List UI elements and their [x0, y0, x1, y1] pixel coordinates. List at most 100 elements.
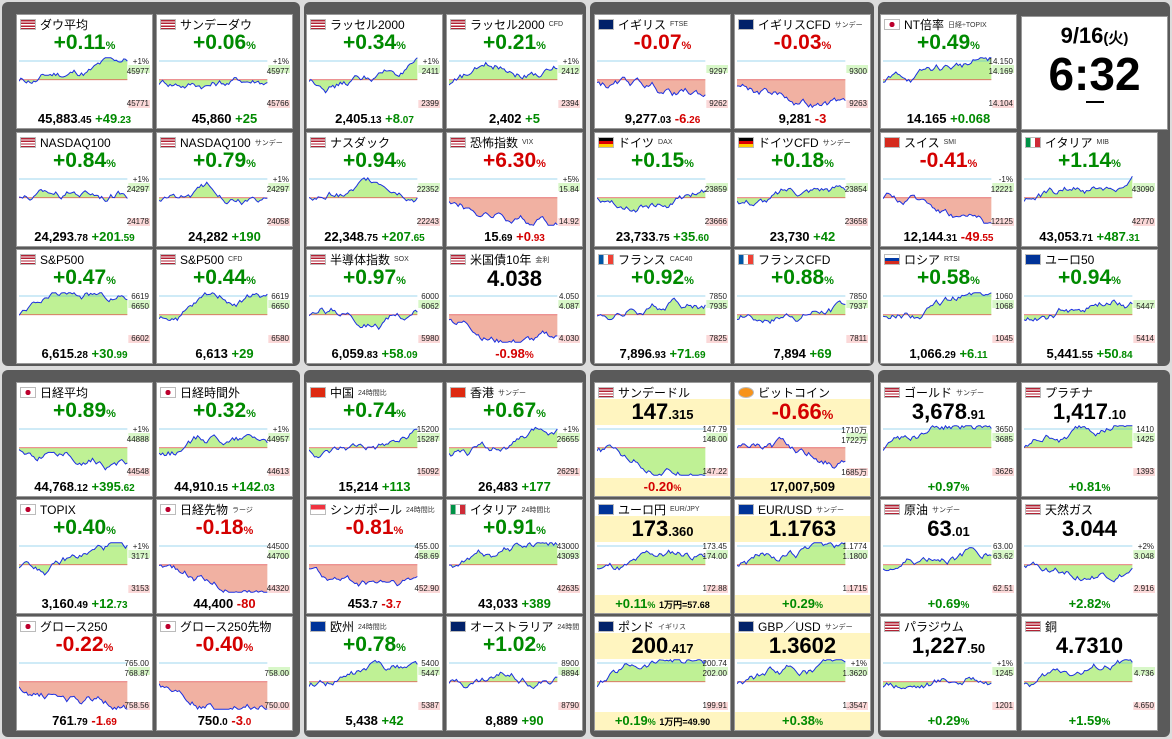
- market-card-china[interactable]: 中国 24時間比 15287 15200 15092 +0.74% 15,214 +113: [306, 382, 443, 497]
- market-name: 天然ガス: [1045, 503, 1094, 517]
- price-decimal: .71: [1079, 233, 1093, 244]
- y-low-label: 199.91: [702, 701, 727, 710]
- sparkline-chart: [19, 290, 150, 345]
- price-line: [597, 444, 706, 477]
- change-value: -0.20: [643, 479, 674, 494]
- y-mark-label: +1%: [996, 659, 1013, 668]
- market-card-nikkei-fut[interactable]: 日経先物 ラージ 44700 44500 44320 -0.18% 44,400 -80: [156, 499, 293, 614]
- market-card-sp500-cfd[interactable]: S&P500 CFD 6650 6619 6580 +0.44% 6,613 +29: [156, 249, 293, 364]
- market-card-dax-cfd[interactable]: ドイツCFD サンデー 23854 23658 +0.18% 23,730 +42: [734, 132, 871, 247]
- sparkline-chart: [449, 423, 580, 478]
- market-card-nikkei[interactable]: 日経平均 44888 +1% 44548 +0.89% 44,768.12 +395.62: [16, 382, 153, 497]
- price-main: 23,730: [769, 229, 810, 244]
- flag-icon: [450, 387, 466, 398]
- market-card-russell-cfd[interactable]: ラッセル2000 CFD 2412 +1% 2394 +0.21% 2,402 +5: [446, 14, 583, 129]
- market-card-gold[interactable]: ゴールド サンデー 3685 3650 3626 3,678.91 +0.97%: [880, 382, 1017, 497]
- percent-change: +0.91%: [447, 517, 582, 542]
- y-hi-box: [418, 667, 440, 675]
- market-card-dow-sun[interactable]: サンデーダウ 45977 +1% 45766 +0.06% 45,860 +25: [156, 14, 293, 129]
- price-decimal: .13: [367, 115, 382, 126]
- market-card-crude[interactable]: 原油 サンデー 63.62 63.00 62.51 63.01 +0.69%: [880, 499, 1017, 614]
- market-card-gbpjpy[interactable]: ポンド イギリス 202.00 200.74 199.91 200.417 +0.19% 1…: [594, 616, 731, 731]
- area-fill: [449, 672, 558, 689]
- market-card-mib[interactable]: イタリア MIB 43090 42770 +1.14% 43,053.71 +487.31: [1021, 132, 1158, 247]
- market-card-russell[interactable]: ラッセル2000 2411 +1% 2399 +0.34% 2,405.13 +8.07: [306, 14, 443, 129]
- flag-icon: [310, 254, 326, 265]
- y-low-label: 6580: [271, 334, 289, 343]
- market-card-ftse-cfd[interactable]: イギリスCFD サンデー 9300 9263 -0.03% 9,281 -3: [734, 14, 871, 129]
- market-name: NASDAQ100: [40, 135, 111, 150]
- market-card-cac-cfd[interactable]: フランスCFD 7937 7850 7811 +0.88% 7,894 +69: [734, 249, 871, 364]
- market-card-sp500[interactable]: S&P500 6650 6619 6602 +0.47% 6,615.28 +30.99: [16, 249, 153, 364]
- sparkline-chart: [883, 657, 1014, 712]
- market-card-palladium[interactable]: パラジウム 1245 +1% 1201 1,227.50 +0.29%: [880, 616, 1017, 731]
- y-low-label: 758.56: [124, 701, 149, 710]
- card-header: NASDAQ100 サンデー: [160, 135, 290, 150]
- card-header: ドイツ DAX: [598, 135, 728, 150]
- market-card-growth250-fut[interactable]: グロース250先物 758.00 750.00 -0.40% 750.0 -3.0: [156, 616, 293, 731]
- y-lo-box: [418, 100, 440, 108]
- delta-main: -80: [236, 596, 256, 611]
- market-card-natgas[interactable]: 天然ガス 3.048 +2% 2.916 3.044 +2.82%: [1021, 499, 1158, 614]
- sparkline-chart: [1024, 290, 1155, 345]
- date-text: 9/16: [1060, 23, 1104, 48]
- market-card-eurjpy[interactable]: ユーロ円 EUR/JPY 174.00 173.45 172.88 173.360 +0.1…: [594, 499, 731, 614]
- market-card-euro50[interactable]: ユーロ50 5447 5414 +0.94% 5,441.55 +50.84: [1021, 249, 1158, 364]
- y-high-label: 3171: [131, 552, 149, 561]
- y-low-label: 1393: [1136, 467, 1154, 476]
- flag-icon: [160, 387, 176, 398]
- price-footer: 23,730 +42: [735, 229, 870, 244]
- y-high-label: 3685: [995, 435, 1013, 444]
- market-card-usdjpy[interactable]: サンデードル 148.00 147.79 147.22 147.315 -0.20%: [594, 382, 731, 497]
- market-card-rtsi[interactable]: ロシア RTSI 1068 1060 1045 +0.58% 1,066.29 +6.11: [880, 249, 1017, 364]
- price-footer: 7,896.93 +71.69: [595, 346, 730, 361]
- flag-icon: [598, 254, 614, 265]
- delta-main: +142: [231, 479, 261, 494]
- market-card-eurusd[interactable]: EUR/USD サンデー 1.1800 1.1774 1.1715 1.1763 +0.29…: [734, 499, 871, 614]
- delta-main: +5: [525, 111, 540, 126]
- market-card-vix[interactable]: 恐怖指数 VIX 15.84 +5% 14.92 +6.30% 15.69 +0.93: [446, 132, 583, 247]
- market-card-sg[interactable]: シンガポール 24時間比 458.69 455.00 452.90 -0.81% 453.7…: [306, 499, 443, 614]
- market-card-nasdaq[interactable]: ナスダック 22352 22243 +0.94% 22,348.75 +207.65: [306, 132, 443, 247]
- area-fill: [597, 444, 706, 476]
- sparkline-chart: [19, 173, 150, 228]
- price-footer: 5,438 +42: [307, 713, 442, 728]
- market-card-it24[interactable]: イタリア 24時間比 43093 43000 42635 +0.91% 43,033 +38…: [446, 499, 583, 614]
- price-decimal: .78: [74, 233, 88, 244]
- market-card-copper[interactable]: 銅 4.736 4.650 4.7310 +1.59%: [1021, 616, 1158, 731]
- percent-unit: %: [970, 40, 980, 52]
- y-high-label: 3.048: [1133, 552, 1154, 561]
- market-card-nasdaq100[interactable]: NASDAQ100 24297 +1% 24178 +0.84% 24,293.78 +2…: [16, 132, 153, 247]
- market-card-cac40[interactable]: フランス CAC40 7935 7850 7825 +0.92% 7,896.93 +71.…: [594, 249, 731, 364]
- market-card-sox[interactable]: 半導体指数 SOX 6062 6000 5980 +0.97% 6,059.83 +58.0…: [306, 249, 443, 364]
- y-lo-box: [1133, 468, 1155, 476]
- market-card-us10y[interactable]: 米国債10年 金利 4.087 4.050 4.030 4.038 -0.98%: [446, 249, 583, 364]
- market-card-dow[interactable]: ダウ平均 45977 +1% 45771 +0.11% 45,883.45 +49.23: [16, 14, 153, 129]
- market-card-nikkei-night[interactable]: 日経時間外 44957 +1% 44613 +0.32% 44,910.15 +142.0…: [156, 382, 293, 497]
- market-card-nasdaq100-sun[interactable]: NASDAQ100 サンデー 24297 +1% 24058 +0.79% 24,282 +…: [156, 132, 293, 247]
- market-card-ftse[interactable]: イギリス FTSE 9297 9262 -0.07% 9,277.03 -6.26: [594, 14, 731, 129]
- change-value: -0.98: [495, 346, 525, 361]
- sparkline-chart: [883, 423, 1014, 478]
- market-card-nt[interactable]: NT倍率 日経÷TOPIX 14.169 14.150 14.104 +0.49% 14.1…: [880, 14, 1017, 129]
- market-card-gbpusd[interactable]: GBP／USD サンデー 1.3620 +1% 1.3547 1.3602 +0.38%: [734, 616, 871, 731]
- change-unit: %: [814, 600, 823, 610]
- card-header: 日経平均: [20, 385, 150, 400]
- market-card-smi[interactable]: スイス SMI 12221 -1% 12125 -0.41% 12,144.31 -49.5…: [880, 132, 1017, 247]
- y-lo-box: [846, 335, 868, 343]
- market-card-dax[interactable]: ドイツ DAX 23859 23666 +0.15% 23,733.75 +35.60: [594, 132, 731, 247]
- market-card-btc[interactable]: ビットコイン 1722万 1710万 1685万 -0.66% 17,007,509: [734, 382, 871, 497]
- market-card-topix[interactable]: TOPIX 3171 +1% 3153 +0.40% 3,160.49 +12.73: [16, 499, 153, 614]
- market-card-growth250[interactable]: グロース250 768.87 765.00 758.56 -0.22% 761.79 -1…: [16, 616, 153, 731]
- flag-icon: [738, 137, 754, 148]
- y-lo-box: [706, 702, 728, 710]
- percent-unit: %: [106, 525, 116, 537]
- market-card-europe[interactable]: 欧州 24時間比 5447 5400 5387 +0.78% 5,438 +42: [306, 616, 443, 731]
- market-card-hk[interactable]: 香港 サンデー 26655 +1% 26291 +0.67% 26,483 +177: [446, 382, 583, 497]
- market-subtitle: サンデー: [254, 139, 283, 147]
- card-header: イタリア MIB: [1025, 135, 1155, 150]
- y-hi-box: [1133, 183, 1155, 191]
- market-card-platinum[interactable]: プラチナ 1425 1410 1393 1,417.10 +0.81%: [1021, 382, 1158, 497]
- price-main: 15: [484, 229, 499, 244]
